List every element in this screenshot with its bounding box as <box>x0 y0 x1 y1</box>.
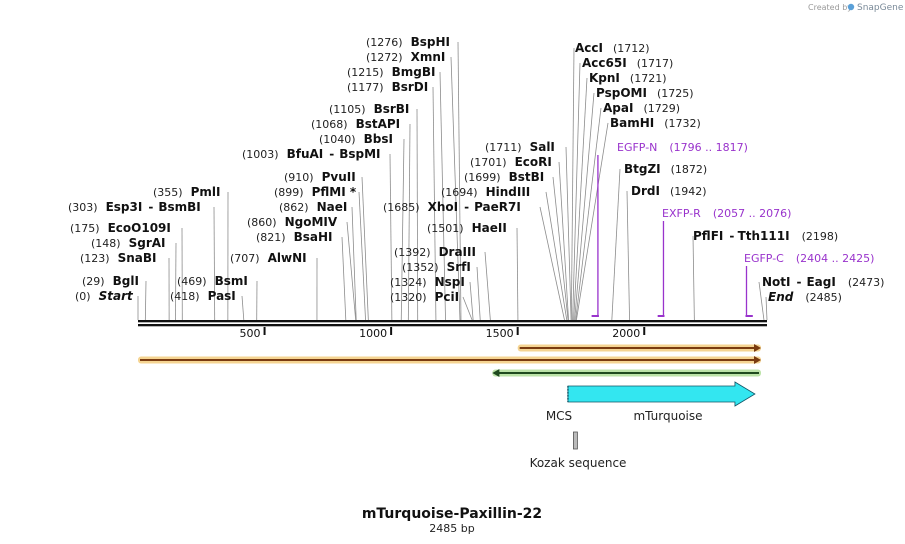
site-label-btgzi[interactable]: BtgZI (1872) <box>624 162 707 176</box>
leader-drdi <box>627 191 630 320</box>
primer-label-exfp-r[interactable]: EXFP-R (2057 .. 2076) <box>662 207 791 220</box>
leader-bsahi <box>342 237 346 320</box>
primer-mark-exfp-r[interactable] <box>658 315 665 317</box>
site-label-end[interactable]: End (2485) <box>768 290 842 304</box>
site-label-acc65i[interactable]: Acc65I (1717) <box>582 56 673 70</box>
site-label-pflfi[interactable]: PflFI - Tth111I (2198) <box>693 229 838 243</box>
leader-pvuii <box>362 177 368 320</box>
site-label-start[interactable]: (0) Start <box>75 289 134 303</box>
site-label-pflmi[interactable]: (899) PflMI * <box>274 185 357 199</box>
site-label-bsrdi[interactable]: (1177) BsrDI <box>347 80 428 94</box>
leader-end <box>766 297 767 320</box>
tick-label-500: 500 <box>240 327 261 340</box>
site-label-hindiii[interactable]: (1694) HindIII <box>441 185 530 199</box>
leader-haeii <box>517 228 518 320</box>
tick-1000 <box>390 327 392 335</box>
brand-name: SnapGene <box>857 3 904 13</box>
primer-labels: EGFP-N (1796 .. 1817) EXFP-R (2057 .. 2076… <box>617 141 874 265</box>
ruler-ticks: 500 1000 1500 2000 <box>240 327 646 340</box>
feature-label-kozak[interactable]: Kozak sequence <box>530 456 627 470</box>
tick-label-1000: 1000 <box>359 327 387 340</box>
leader-xhoi <box>540 207 565 320</box>
sequence-backbone <box>138 320 767 326</box>
leader-bgli <box>145 281 146 320</box>
site-label-bsmi[interactable]: (469) BsmI <box>177 274 248 288</box>
backbone-bottom-strand <box>138 324 767 326</box>
tick-2000 <box>643 327 645 335</box>
primer-label-egfp-c[interactable]: EGFP-C (2404 .. 2425) <box>744 252 874 265</box>
site-label-pvuii[interactable]: (910) PvuII <box>284 170 356 184</box>
site-label-xmni[interactable]: (1272) XmnI <box>366 50 445 64</box>
leader-nspi <box>470 282 473 320</box>
leader-pflmi <box>359 192 366 320</box>
site-label-sali[interactable]: (1711) SalI <box>485 140 555 154</box>
site-label-nspi[interactable]: (1324) NspI <box>390 275 465 289</box>
site-label-bfuai[interactable]: (1003) BfuAI - BspMI <box>242 147 381 161</box>
leader-sgrai <box>175 243 176 320</box>
site-label-esp3i[interactable]: (303) Esp3I - BsmBI <box>68 200 201 214</box>
site-label-bstapi[interactable]: (1068) BstAPI <box>311 117 400 131</box>
site-label-bsphi[interactable]: (1276) BspHI <box>366 35 450 49</box>
orf-arrow-2[interactable] <box>138 356 761 364</box>
site-label-pasi[interactable]: (418) PasI <box>170 289 236 303</box>
site-label-srfi[interactable]: (1352) SrfI <box>402 260 471 274</box>
site-label-bmgbi[interactable]: (1215) BmgBI <box>347 65 435 79</box>
site-label-xhoi[interactable]: (1685) XhoI - PaeR7I <box>383 200 521 214</box>
backbone-top-strand <box>138 320 767 322</box>
leader-pasi <box>242 296 244 320</box>
site-label-drdi[interactable]: DrdI (1942) <box>631 184 707 198</box>
map-length: 2485 bp <box>429 522 474 535</box>
feature-label-mturquoise[interactable]: mTurquoise <box>633 409 702 423</box>
leader-pflfi <box>693 236 694 320</box>
site-label-ecori[interactable]: (1701) EcoRI <box>470 155 552 169</box>
tick-label-1500: 1500 <box>486 327 514 340</box>
tick-label-2000: 2000 <box>612 327 640 340</box>
snapgene-logo-icon <box>848 4 854 10</box>
brand-prefix: Created by <box>808 3 852 12</box>
site-label-haeii[interactable]: (1501) HaeII <box>427 221 507 235</box>
leader-pcii <box>463 297 472 320</box>
site-label-bbsi[interactable]: (1040) BbsI <box>319 132 393 146</box>
feature-kozak-box[interactable] <box>573 432 577 449</box>
map-title: mTurquoise-Paxillin-22 <box>362 506 542 522</box>
plasmid-linear-map: Created by SnapGene 500 1000 1500 2000 (127… <box>0 0 905 544</box>
site-label-kpni[interactable]: KpnI (1721) <box>589 71 666 85</box>
site-label-bstbi[interactable]: (1699) BstBI <box>464 170 544 184</box>
site-label-pspomi[interactable]: PspOMI (1725) <box>596 86 694 100</box>
leader-btgzi <box>612 169 620 320</box>
primer-mark-egfp-n[interactable] <box>592 315 599 317</box>
tick-500 <box>264 327 266 335</box>
brand-watermark: Created by SnapGene <box>808 3 904 13</box>
site-label-bsahi[interactable]: (821) BsaHI <box>256 230 333 244</box>
site-label-naei[interactable]: (862) NaeI <box>279 200 347 214</box>
feature-mturquoise-arrow[interactable] <box>568 382 755 406</box>
feature-label-mcs[interactable]: MCS <box>546 409 572 423</box>
site-label-alwni[interactable]: (707) AlwNI <box>230 251 307 265</box>
site-label-ngomiv[interactable]: (860) NgoMIV <box>247 215 338 229</box>
site-label-sgrai[interactable]: (148) SgrAI <box>91 236 166 250</box>
leader-bamhi <box>576 123 608 320</box>
leader-srfi <box>477 267 480 320</box>
site-label-bsrbi[interactable]: (1105) BsrBI <box>329 102 409 116</box>
site-label-pmli[interactable]: (355) PmlI <box>153 185 220 199</box>
leader-esp3i <box>214 207 215 320</box>
orf-arrow-1[interactable] <box>518 344 761 352</box>
site-label-noti[interactable]: NotI - EagI (2473) <box>762 275 884 289</box>
site-label-pcii[interactable]: (1320) PciI <box>390 290 459 304</box>
orf-arrows <box>138 344 761 377</box>
site-label-bamhi[interactable]: BamHI (1732) <box>610 116 701 130</box>
site-label-acci[interactable]: AccI (1712) <box>575 41 650 55</box>
tick-1500 <box>517 327 519 335</box>
site-label-snabi[interactable]: (123) SnaBI <box>80 251 157 265</box>
site-label-apai[interactable]: ApaI (1729) <box>603 101 680 115</box>
primer-label-egfp-n[interactable]: EGFP-N (1796 .. 1817) <box>617 141 748 154</box>
site-label-ecoo109i[interactable]: (175) EcoO109I <box>70 221 171 235</box>
site-label-bgli[interactable]: (29) BglI <box>82 274 139 288</box>
primer-mark-egfp-c[interactable] <box>745 315 752 317</box>
orf-arrow-3[interactable] <box>492 369 761 377</box>
leader-draiii <box>485 252 490 320</box>
